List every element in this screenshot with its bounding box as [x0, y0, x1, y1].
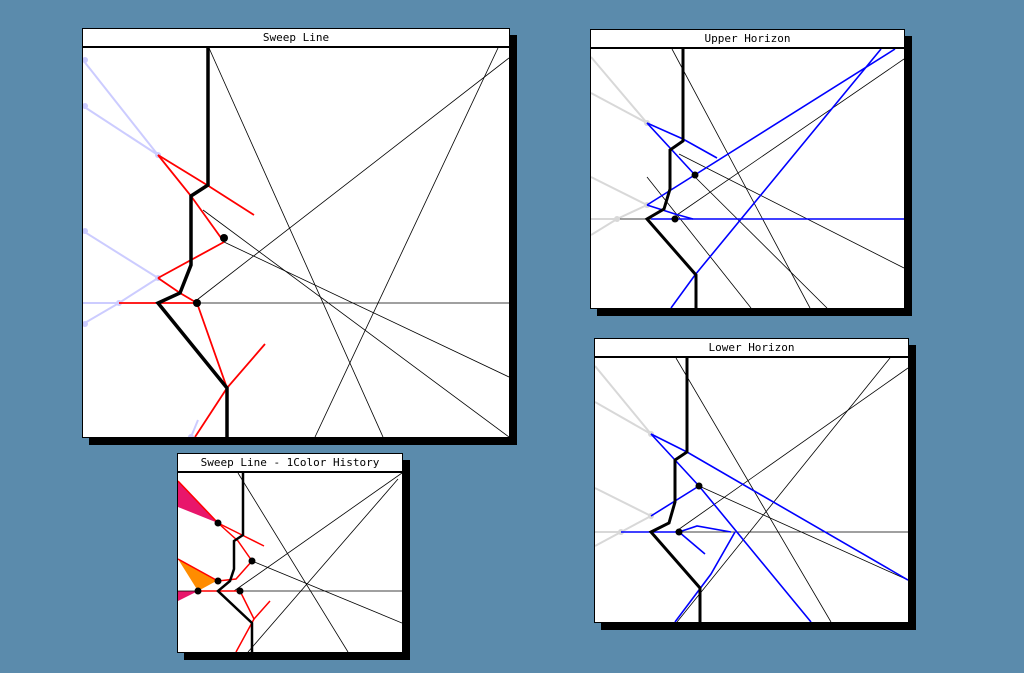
wavefront — [178, 480, 271, 652]
window-title[interactable]: Sweep Line - 1Color History — [178, 454, 402, 473]
event-points — [194, 519, 256, 595]
past-segments — [591, 56, 648, 236]
horizon — [646, 49, 904, 308]
past-event-points — [614, 120, 650, 222]
sweep-line-canvas[interactable] — [83, 48, 509, 437]
past-event-points — [83, 57, 194, 437]
window-title[interactable]: Sweep Line — [83, 29, 509, 48]
sweep-line-window[interactable]: Sweep Line — [82, 28, 510, 438]
upper-horizon-window[interactable]: Upper Horizon — [590, 29, 905, 309]
window-title[interactable]: Upper Horizon — [591, 30, 904, 49]
upper-horizon-canvas[interactable] — [591, 49, 904, 308]
segment-lines — [178, 473, 402, 652]
event-points — [671, 171, 699, 223]
past-segments — [83, 59, 199, 437]
segment-lines — [591, 49, 904, 308]
past-segments — [595, 365, 652, 547]
history-window[interactable]: Sweep Line - 1Color History — [177, 453, 403, 653]
lower-horizon-canvas[interactable] — [595, 358, 908, 622]
sweep-front — [644, 49, 698, 308]
history-canvas[interactable] — [178, 473, 402, 652]
sweep-front — [216, 473, 254, 652]
history-fills — [178, 481, 220, 601]
past-event-points — [618, 431, 654, 535]
sweep-front — [155, 48, 229, 437]
event-points — [193, 234, 228, 307]
horizon — [621, 433, 908, 622]
window-title[interactable]: Lower Horizon — [595, 339, 908, 358]
segment-lines — [83, 48, 509, 437]
sweep-front — [648, 358, 702, 622]
lower-horizon-window[interactable]: Lower Horizon — [594, 338, 909, 623]
event-points — [675, 482, 703, 536]
